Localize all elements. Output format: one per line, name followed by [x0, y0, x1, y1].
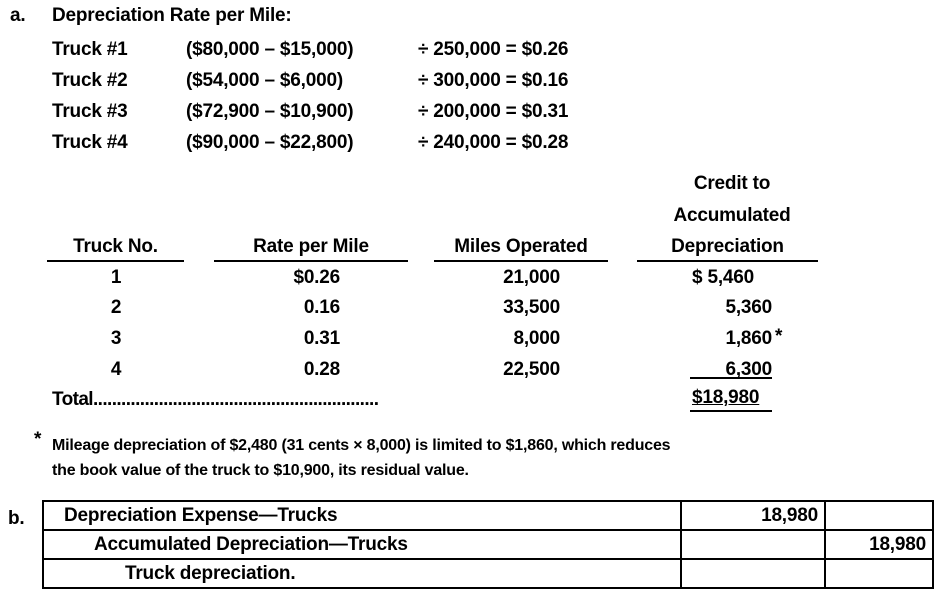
row-truck-no: 1	[110, 267, 122, 288]
row-miles: 21,000	[503, 267, 560, 288]
row-rate: $0.26	[293, 267, 340, 288]
header-underline	[434, 260, 608, 262]
debit-cell	[680, 558, 826, 589]
rate-formula: ($80,000 – $15,000)	[186, 39, 354, 60]
debit-cell: 18,980	[680, 500, 826, 531]
footnote-line: the book value of the truck to $10,900, …	[52, 462, 469, 479]
row-truck-no: 3	[110, 328, 122, 349]
row-miles: 22,500	[503, 359, 560, 380]
total-value: $18,980	[692, 387, 760, 408]
footnote-marker: *	[775, 326, 783, 347]
rate-truck-label: Truck #3	[52, 101, 128, 122]
rate-result: ÷ 250,000 = $0.26	[418, 39, 569, 60]
header-credit-line2: Accumulated	[673, 205, 791, 226]
debit-cell	[680, 529, 826, 560]
row-credit: 1,860	[725, 328, 772, 349]
header-credit-line1: Credit to	[693, 173, 771, 194]
account-cell: Accumulated Depreciation—Trucks	[42, 529, 682, 560]
journal-row: Depreciation Expense—Trucks 18,980	[42, 500, 934, 531]
row-credit: $ 5,460	[692, 267, 754, 288]
row-miles: 8,000	[513, 328, 560, 349]
rate-result: ÷ 300,000 = $0.16	[418, 70, 569, 91]
footnote-marker: *	[34, 429, 42, 450]
row-miles: 33,500	[503, 297, 560, 318]
account-cell: Truck depreciation.	[42, 558, 682, 589]
part-a-title: Depreciation Rate per Mile:	[52, 5, 292, 26]
header-rate-per-mile: Rate per Mile	[253, 236, 369, 257]
rate-formula: ($90,000 – $22,800)	[186, 132, 354, 153]
header-credit-line3: Depreciation	[671, 236, 784, 257]
row-rate: 0.31	[303, 328, 340, 349]
row-truck-no: 2	[110, 297, 122, 318]
row-credit: 5,360	[725, 297, 772, 318]
header-underline	[47, 260, 184, 262]
journal-entry-table: Depreciation Expense—Trucks 18,980 Accum…	[42, 500, 934, 589]
part-b-label: b.	[8, 508, 25, 529]
rate-formula: ($54,000 – $6,000)	[186, 70, 343, 91]
journal-row: Truck depreciation.	[42, 558, 934, 589]
header-underline	[214, 260, 408, 262]
rate-result: ÷ 240,000 = $0.28	[418, 132, 569, 153]
credit-cell: 18,980	[824, 529, 934, 560]
account-cell: Depreciation Expense—Trucks	[42, 500, 682, 531]
total-label: Total...................................…	[52, 389, 379, 410]
footnote-line: Mileage depreciation of $2,480 (31 cents…	[52, 437, 671, 454]
rate-result: ÷ 200,000 = $0.31	[418, 101, 569, 122]
double-underline	[690, 410, 772, 412]
rate-formula: ($72,900 – $10,900)	[186, 101, 354, 122]
credit-cell	[824, 558, 934, 589]
part-a-label: a.	[10, 5, 26, 26]
header-underline	[637, 260, 818, 262]
row-rate: 0.28	[303, 359, 340, 380]
rate-truck-label: Truck #1	[52, 39, 128, 60]
row-truck-no: 4	[110, 359, 122, 380]
row-rate: 0.16	[303, 297, 340, 318]
row-credit: 6,300	[725, 359, 772, 380]
journal-row: Accumulated Depreciation—Trucks 18,980	[42, 529, 934, 560]
header-truck-no: Truck No.	[73, 236, 158, 257]
sum-underline	[690, 377, 772, 379]
rate-truck-label: Truck #2	[52, 70, 128, 91]
rate-truck-label: Truck #4	[52, 132, 128, 153]
credit-cell	[824, 500, 934, 531]
header-miles-operated: Miles Operated	[454, 236, 588, 257]
